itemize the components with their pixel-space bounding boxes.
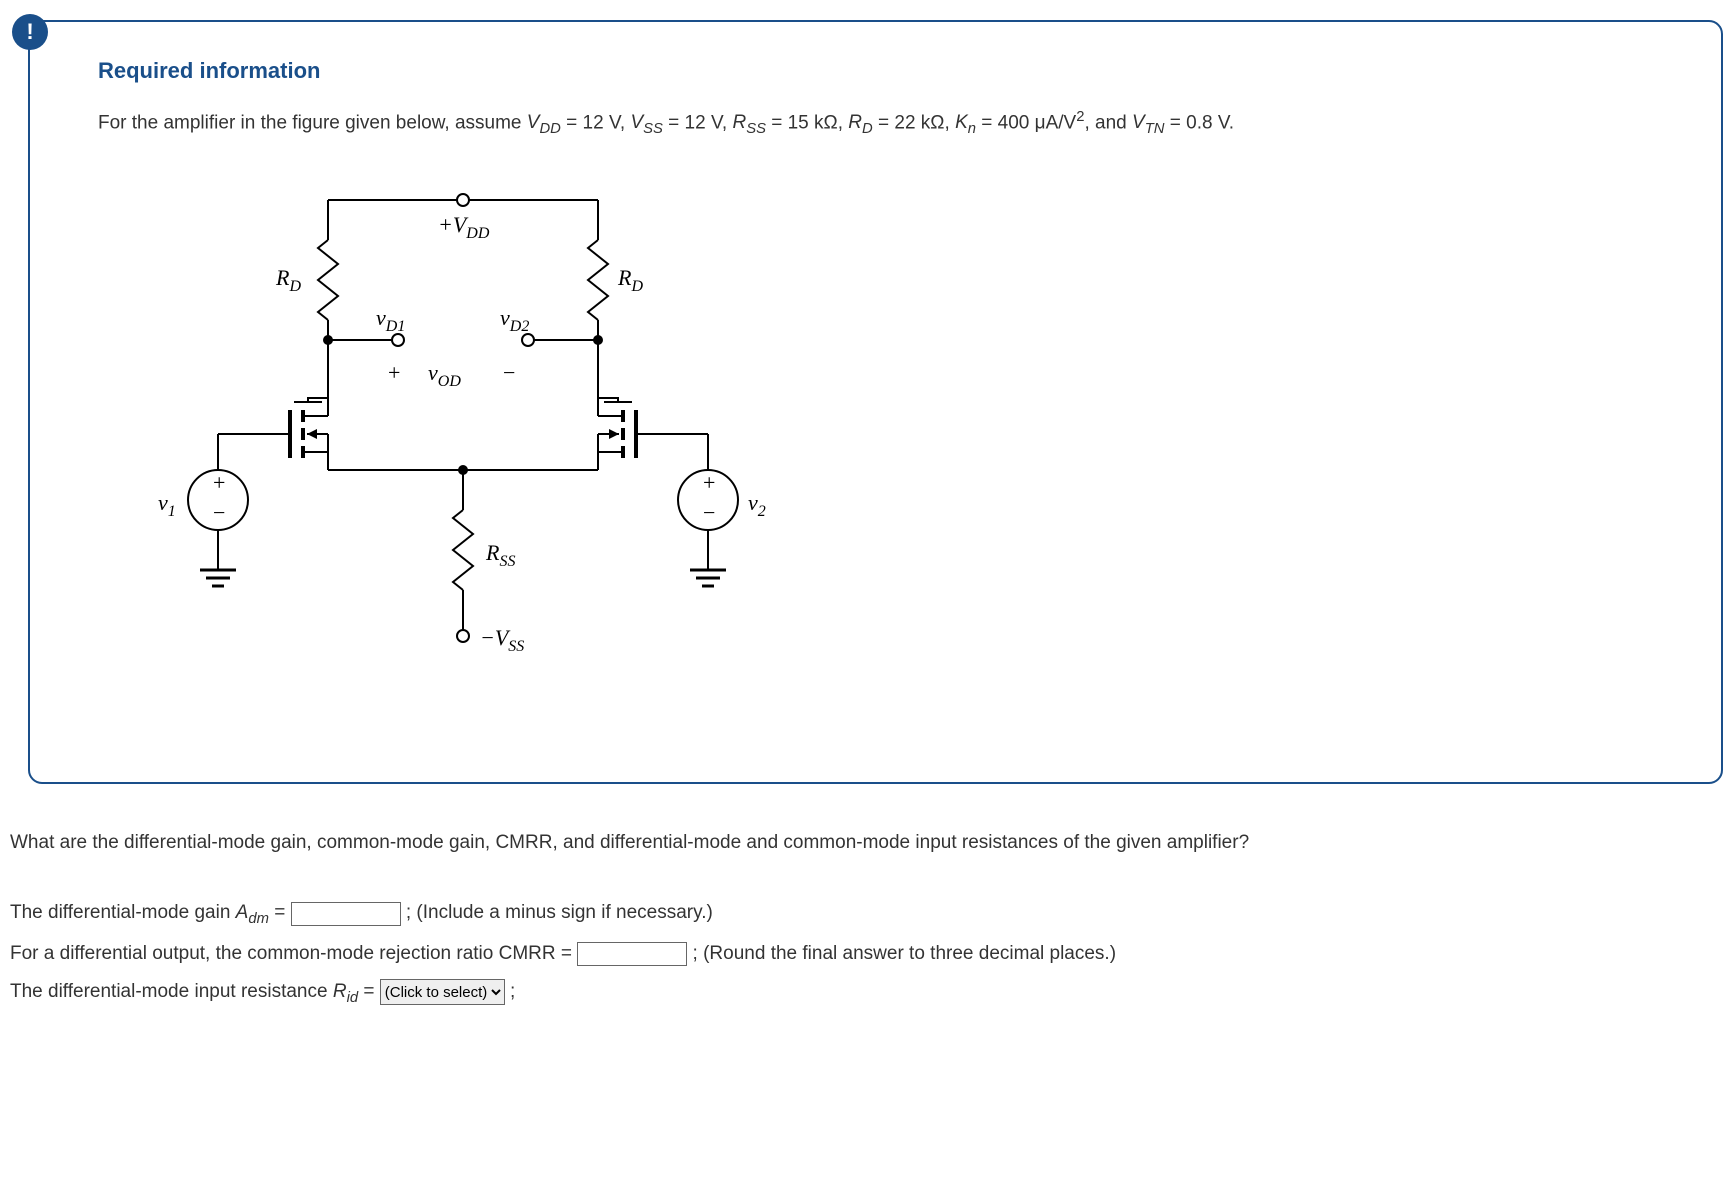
fig-vss: −V — [480, 625, 511, 650]
rid-pre: The differential-mode input resistance — [10, 981, 333, 1002]
fig-src1-plus: + — [213, 470, 225, 495]
param-and: , and — [1084, 112, 1132, 133]
rid-var: R — [333, 981, 347, 1002]
fig-rd-left: R — [275, 265, 290, 290]
question-prompt: What are the differential-mode gain, com… — [10, 828, 1723, 858]
fig-v2: v — [748, 490, 758, 515]
param-vss-sub: SS — [643, 121, 663, 137]
alert-glyph: ! — [26, 19, 33, 45]
param-vdd-sym: V — [527, 112, 540, 133]
param-vdd-sub: DD — [539, 121, 560, 137]
answer-line-rid: The differential-mode input resistance R… — [10, 973, 1723, 1013]
param-rss-sym: R — [732, 112, 746, 133]
svg-text:RSS: RSS — [485, 540, 515, 570]
param-kn-sym: K — [955, 112, 968, 133]
fig-v1: v — [158, 490, 168, 515]
fig-rss-sub: SS — [499, 553, 515, 570]
rid-var-sub: id — [347, 989, 359, 1005]
fig-vd2-sub: D2 — [509, 318, 530, 335]
circuit-figure: +VDD RD RD vD1 vD2 — [98, 170, 1673, 730]
fig-src2-plus: + — [703, 470, 715, 495]
mosfet-left — [218, 398, 328, 458]
fig-src2-minus: − — [703, 500, 715, 525]
cmrr-input[interactable] — [577, 942, 687, 966]
adm-eq: = — [274, 902, 290, 923]
fig-vod-minus: − — [503, 360, 515, 385]
adm-var-sub: dm — [248, 911, 269, 927]
param-rss-sub: SS — [746, 121, 766, 137]
param-rd-sym: R — [848, 112, 862, 133]
adm-input[interactable] — [291, 902, 401, 926]
fig-vod-sub: OD — [438, 373, 462, 390]
fig-src1-minus: − — [213, 500, 225, 525]
param-vtn-sub: TN — [1145, 121, 1165, 137]
svg-text:−VSS: −VSS — [480, 625, 524, 655]
section-title: Required information — [98, 58, 1673, 84]
answer-line-adm: The differential-mode gain Adm = ; (Incl… — [10, 894, 1723, 934]
param-vss-eq: = 12 V — [668, 112, 722, 133]
rid-eq: = — [363, 981, 379, 1002]
svg-text:+VDD: +VDD — [438, 212, 490, 242]
alert-icon: ! — [12, 14, 48, 50]
param-vtn-sym: V — [1132, 112, 1145, 133]
fig-vd1: v — [376, 305, 386, 330]
cmrr-pre: For a differential output, the common-mo… — [10, 943, 577, 964]
fig-vod: v — [428, 360, 438, 385]
fig-rd-right: R — [617, 265, 632, 290]
fig-vdd-sub: DD — [465, 225, 490, 242]
adm-var: A — [236, 902, 249, 923]
fig-vss-sub: SS — [508, 638, 524, 655]
fig-vd1-sub: D1 — [385, 318, 406, 335]
svg-text:vD2: vD2 — [500, 305, 529, 335]
svg-text:v1: v1 — [158, 490, 176, 520]
fig-vod-plus: + — [388, 360, 400, 385]
param-vtn-eq: = 0.8 V. — [1170, 112, 1234, 133]
param-rd-eq: = 22 kΩ — [878, 112, 945, 133]
fig-rd-left-sub: D — [288, 278, 301, 295]
fig-rd-right-sub: D — [630, 278, 643, 295]
rid-select[interactable]: (Click to select) — [380, 979, 505, 1005]
cmrr-hint: ; (Round the final answer to three decim… — [693, 943, 1117, 964]
svg-text:vOD: vOD — [428, 360, 461, 390]
param-rd-sub: D — [862, 121, 873, 137]
param-rss-eq: = 15 kΩ — [771, 112, 838, 133]
param-vdd-eq: = 12 V — [566, 112, 620, 133]
fig-vd2: v — [500, 305, 510, 330]
required-info-card: ! Required information For the amplifier… — [28, 20, 1723, 784]
param-vss-sym: V — [630, 112, 643, 133]
svg-text:v2: v2 — [748, 490, 766, 520]
svg-text:vD1: vD1 — [376, 305, 405, 335]
adm-hint: ; (Include a minus sign if necessary.) — [406, 902, 713, 923]
intro-text: For the amplifier in the figure given be… — [98, 112, 527, 133]
svg-text:RD: RD — [617, 265, 643, 295]
problem-statement: For the amplifier in the figure given be… — [98, 106, 1673, 142]
mosfet-right — [598, 398, 708, 458]
fig-rss: R — [485, 540, 500, 565]
param-kn-sub: n — [968, 121, 976, 137]
fig-vdd: +V — [438, 212, 469, 237]
answer-section: The differential-mode gain Adm = ; (Incl… — [10, 894, 1723, 1013]
adm-pre: The differential-mode gain — [10, 902, 236, 923]
answer-line-cmrr: For a differential output, the common-mo… — [10, 935, 1723, 973]
fig-v1-sub: 1 — [168, 503, 176, 520]
rid-tail: ; — [510, 981, 515, 1002]
svg-text:RD: RD — [275, 265, 301, 295]
param-kn-eq: = 400 μA/V — [981, 112, 1076, 133]
fig-v2-sub: 2 — [758, 503, 766, 520]
